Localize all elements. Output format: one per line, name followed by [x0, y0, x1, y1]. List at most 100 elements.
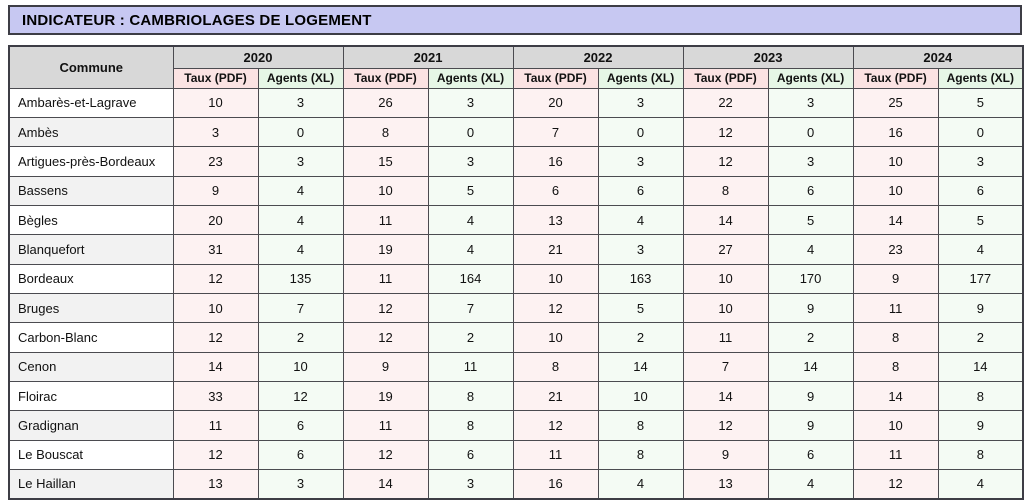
- commune-cell: Bruges: [8, 292, 174, 324]
- taux-cell: 16: [512, 146, 599, 177]
- taux-cell: 11: [682, 322, 769, 353]
- agents-cell: 9: [937, 410, 1024, 441]
- taux-cell: 20: [172, 204, 259, 236]
- taux-cell: 11: [342, 263, 429, 294]
- agents-cell: 177: [937, 263, 1024, 294]
- taux-cell: 11: [852, 292, 939, 324]
- table-row: Artigues-près-Bordeaux 23 3 15 3 16 3 12 3 10 3: [8, 146, 1024, 177]
- taux-cell: 20: [512, 87, 599, 118]
- taux-cell: 10: [172, 87, 259, 118]
- table-row: Floirac 33 12 19 8 21 10 14 9 14 8: [8, 380, 1024, 412]
- agents-cell: 3: [427, 87, 514, 118]
- agents-cell: 9: [767, 292, 854, 324]
- agents-cell: 0: [597, 116, 684, 148]
- agents-cell: 4: [257, 175, 344, 206]
- taux-cell: 23: [172, 146, 259, 177]
- commune-cell: Le Bouscat: [8, 439, 174, 470]
- agents-column-header: Agents (XL): [597, 67, 684, 89]
- agents-cell: 6: [937, 175, 1024, 206]
- table-body: Ambarès-et-Lagrave 10 3 26 3 20 3 22 3 25 5 Ambès 3 0…: [8, 87, 1024, 500]
- taux-cell: 10: [852, 175, 939, 206]
- taux-cell: 13: [682, 468, 769, 500]
- agents-cell: 6: [767, 175, 854, 206]
- taux-cell: 11: [512, 439, 599, 470]
- taux-cell: 25: [852, 87, 939, 118]
- taux-column-header: Taux (PDF): [342, 67, 429, 89]
- taux-cell: 12: [852, 468, 939, 500]
- agents-cell: 4: [767, 468, 854, 500]
- subheader-row: Taux (PDF) Agents (XL) Taux (PDF) Agents…: [9, 67, 1024, 89]
- table-row: Ambès 3 0 8 0 7 0 12 0 16 0: [8, 116, 1024, 148]
- commune-cell: Bègles: [8, 204, 174, 236]
- agents-cell: 2: [767, 322, 854, 353]
- agents-cell: 3: [767, 146, 854, 177]
- agents-cell: 4: [597, 468, 684, 500]
- table-row: Bruges 10 7 12 7 12 5 10 9 11 9: [8, 292, 1024, 324]
- taux-cell: 8: [852, 351, 939, 382]
- taux-column-header: Taux (PDF): [852, 67, 939, 89]
- taux-cell: 10: [852, 410, 939, 441]
- indicator-table: Commune 2020 2021 2022 2023 2024 Taux (P…: [8, 45, 1024, 500]
- indicator-title-banner: INDICATEUR : CAMBRIOLAGES DE LOGEMENT: [8, 5, 1022, 35]
- table-row: Le Haillan 13 3 14 3 16 4 13 4 12 4: [8, 468, 1024, 500]
- taux-cell: 13: [512, 204, 599, 236]
- agents-cell: 4: [937, 234, 1024, 265]
- agents-cell: 0: [427, 116, 514, 148]
- agents-cell: 5: [427, 175, 514, 206]
- agents-cell: 3: [597, 87, 684, 118]
- taux-cell: 12: [172, 439, 259, 470]
- taux-cell: 3: [172, 116, 259, 148]
- taux-cell: 14: [852, 380, 939, 412]
- commune-cell: Carbon-Blanc: [8, 322, 174, 353]
- taux-cell: 19: [342, 234, 429, 265]
- agents-cell: 0: [257, 116, 344, 148]
- agents-column-header: Agents (XL): [427, 67, 514, 89]
- agents-cell: 8: [597, 410, 684, 441]
- agents-cell: 6: [257, 439, 344, 470]
- agents-cell: 163: [597, 263, 684, 294]
- agents-cell: 4: [257, 204, 344, 236]
- page-title: INDICATEUR : CAMBRIOLAGES DE LOGEMENT: [22, 11, 372, 29]
- agents-cell: 2: [257, 322, 344, 353]
- taux-cell: 7: [682, 351, 769, 382]
- taux-cell: 12: [342, 322, 429, 353]
- agents-cell: 4: [937, 468, 1024, 500]
- agents-cell: 2: [937, 322, 1024, 353]
- agents-column-header: Agents (XL): [767, 67, 854, 89]
- commune-cell: Cenon: [8, 351, 174, 382]
- agents-cell: 3: [257, 468, 344, 500]
- commune-cell: Le Haillan: [8, 468, 174, 500]
- agents-cell: 5: [597, 292, 684, 324]
- table-row: Blanquefort 31 4 19 4 21 3 27 4 23 4: [8, 234, 1024, 265]
- agents-cell: 8: [937, 439, 1024, 470]
- agents-cell: 11: [427, 351, 514, 382]
- taux-cell: 12: [512, 410, 599, 441]
- agents-cell: 10: [257, 351, 344, 382]
- commune-cell: Artigues-près-Bordeaux: [8, 146, 174, 177]
- agents-cell: 135: [257, 263, 344, 294]
- taux-cell: 14: [172, 351, 259, 382]
- taux-cell: 15: [342, 146, 429, 177]
- taux-cell: 12: [172, 322, 259, 353]
- taux-cell: 11: [172, 410, 259, 441]
- taux-cell: 11: [852, 439, 939, 470]
- taux-cell: 23: [852, 234, 939, 265]
- agents-cell: 3: [937, 146, 1024, 177]
- agents-cell: 2: [427, 322, 514, 353]
- table-header: Commune 2020 2021 2022 2023 2024 Taux (P…: [8, 45, 1024, 89]
- commune-cell: Bassens: [8, 175, 174, 206]
- agents-cell: 3: [597, 146, 684, 177]
- taux-cell: 12: [342, 292, 429, 324]
- agents-cell: 9: [767, 380, 854, 412]
- agents-cell: 9: [767, 410, 854, 441]
- taux-cell: 9: [852, 263, 939, 294]
- year-header-row: Commune 2020 2021 2022 2023 2024: [8, 45, 1024, 89]
- agents-cell: 5: [937, 87, 1024, 118]
- agents-cell: 14: [767, 351, 854, 382]
- agents-cell: 0: [937, 116, 1024, 148]
- year-header-2021: 2021: [342, 45, 514, 69]
- agents-cell: 8: [597, 439, 684, 470]
- taux-cell: 6: [512, 175, 599, 206]
- taux-cell: 9: [342, 351, 429, 382]
- taux-column-header: Taux (PDF): [512, 67, 599, 89]
